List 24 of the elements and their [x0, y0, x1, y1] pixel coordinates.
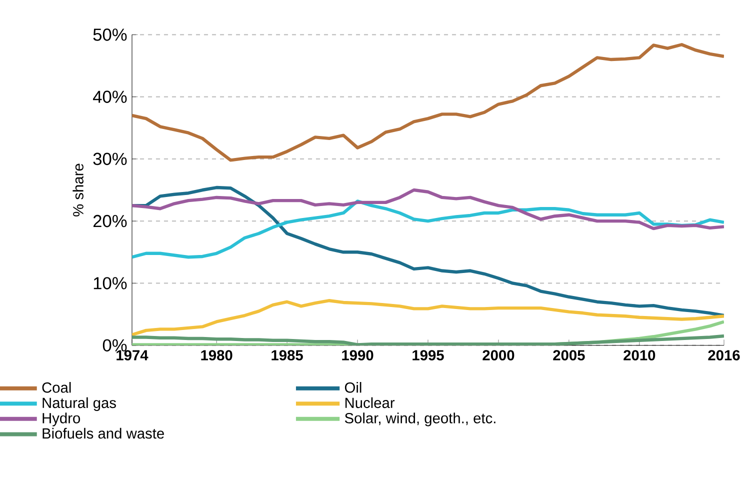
x-tick-label: 2016	[708, 350, 740, 360]
legend-label: Solar, wind, geoth., etc.	[344, 412, 496, 426]
y-tick-label: 50%	[93, 28, 127, 41]
line-series	[132, 43, 724, 162]
y-tick-label: 30%	[93, 152, 127, 166]
x-tick-label: 2000	[482, 350, 514, 360]
y-tick-label: 40%	[92, 90, 127, 103]
y-tick-label: 0%	[102, 339, 127, 352]
legend-label: Coal	[42, 382, 71, 393]
y-tick-label: 20%	[93, 214, 127, 228]
legend-label: Nuclear	[345, 397, 395, 408]
x-tick-label: 2010	[624, 350, 656, 360]
x-tick-label: 1985	[272, 350, 303, 360]
legend-label: Biofuels and waste	[42, 428, 164, 439]
x-tick-label: 1995	[412, 350, 444, 360]
y-axis-title: % share	[72, 164, 84, 216]
legend-label: Hydro	[42, 412, 80, 426]
legend-label: Oil	[344, 382, 362, 393]
x-tick-label: 1980	[201, 350, 232, 360]
x-tick-label: 1974	[116, 350, 148, 360]
legend-label: Natural gas	[42, 397, 116, 411]
x-tick-label: 2005	[553, 350, 585, 360]
x-tick-label: 1990	[342, 350, 374, 360]
y-tick-label: 10%	[94, 277, 127, 290]
